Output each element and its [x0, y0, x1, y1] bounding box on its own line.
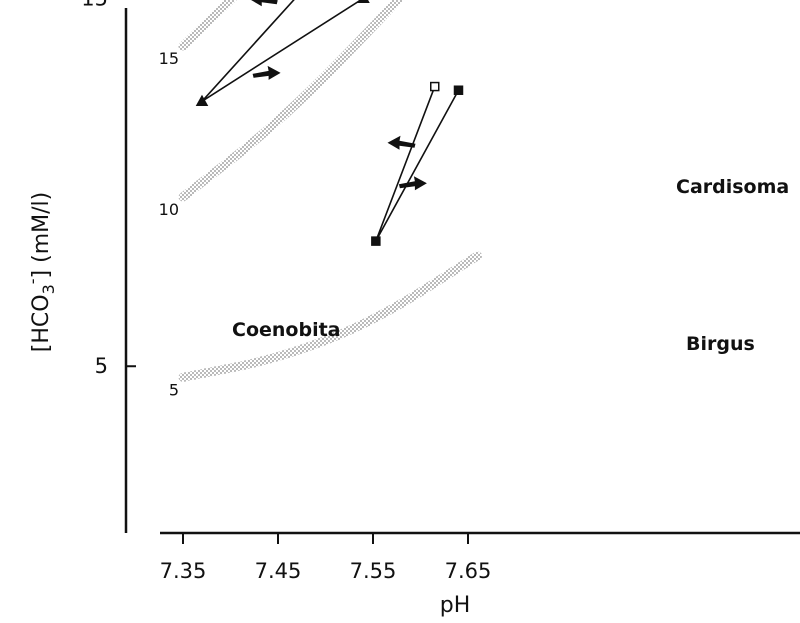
series-layer: [195, 0, 464, 246]
isopleth-label-15: 15: [159, 49, 179, 68]
isopleth-band-15: [178, 0, 238, 51]
y-tick-label: 5: [95, 354, 108, 378]
svg-text:[HCO3-] (mM/l): [HCO3-] (mM/l): [23, 192, 58, 352]
label-layer: 5101520CardisomaCoenobitaBirgus: [159, 49, 790, 399]
y-axis-title-sub: 3: [39, 284, 58, 294]
birgus-arrow-right: [398, 176, 427, 191]
x-tick-label: 7.65: [445, 559, 492, 583]
coenobita-point: [357, 0, 370, 3]
x-tick-label: 7.35: [160, 559, 207, 583]
isopleth-layer: [178, 0, 482, 382]
coenobita-point: [195, 94, 209, 107]
y-axis-title-sup: -: [23, 278, 42, 284]
tick-layer: 7.357.457.557.6551525: [81, 0, 491, 583]
coenobita-line: [201, 0, 363, 102]
x-tick-label: 7.45: [255, 559, 302, 583]
series-label-cardisoma: Cardisoma: [676, 176, 789, 198]
y-axis-title-unit: ] (mM/l): [29, 192, 54, 279]
birgus-line: [375, 86, 460, 242]
birgus-point: [371, 236, 381, 246]
x-axis-title: pH: [440, 593, 471, 618]
isopleth-label-5: 5: [169, 380, 179, 399]
coenobita-arrow-right: [252, 65, 281, 80]
birgus-point: [430, 81, 440, 92]
axes: [124, 8, 800, 535]
coenobita-arrow-left: [251, 0, 278, 7]
isopleth-band-5: [178, 251, 482, 382]
y-tick-label: 15: [81, 0, 108, 10]
y-axis-title: [HCO3-] (mM/l): [23, 192, 58, 352]
series-label-birgus: Birgus: [686, 333, 755, 355]
birgus-point: [453, 85, 464, 95]
isopleth-label-10: 10: [159, 200, 179, 219]
y-axis-title-base: [HCO: [29, 294, 54, 352]
series-label-coenobita: Coenobita: [232, 319, 340, 341]
birgus-arrow-left: [387, 135, 416, 150]
x-tick-label: 7.55: [350, 559, 397, 583]
isopleth-band-10: [178, 0, 405, 202]
